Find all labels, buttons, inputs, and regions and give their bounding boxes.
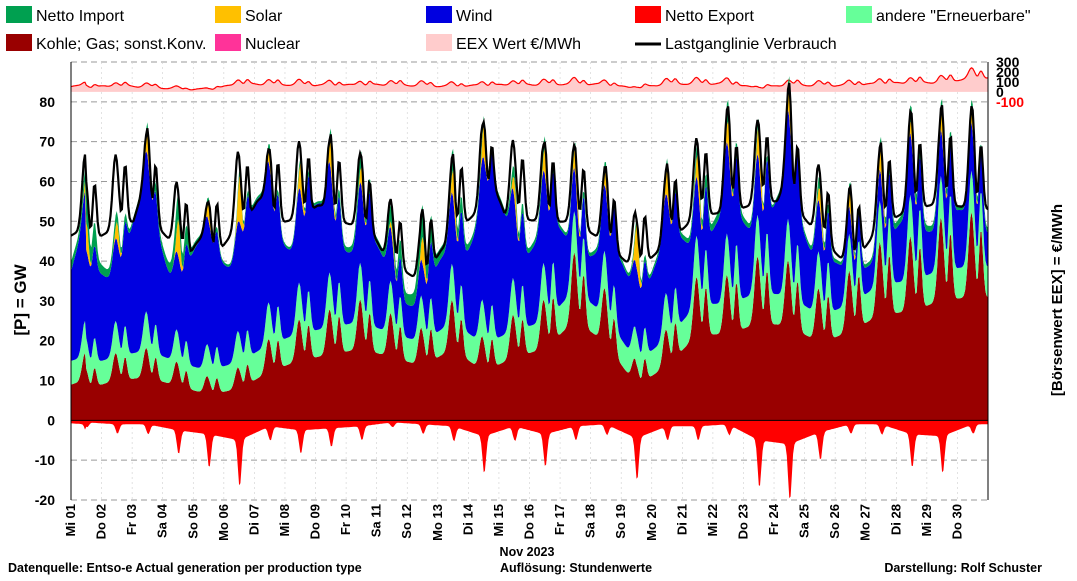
left-tick-label: 60: [39, 173, 55, 189]
x-tick-label: Mi 01: [63, 504, 78, 537]
x-tick-label: So 19: [613, 504, 628, 539]
legend-swatch: [846, 6, 872, 23]
right-tick-label: -100: [996, 94, 1024, 110]
left-tick-label: -10: [35, 452, 55, 468]
legend-swatch: [6, 6, 32, 23]
x-tick-label: Fr 17: [552, 504, 567, 535]
x-tick-label: Mi 22: [705, 504, 720, 537]
left-tick-label: 70: [39, 134, 55, 150]
area-andere-erneuerbare: [71, 170, 988, 392]
right-axis-label: [Börsenwert EEX] = €/MWh: [1049, 204, 1066, 396]
legend-label: Lastganglinie Verbrauch: [665, 36, 837, 53]
left-tick-label: 50: [39, 213, 55, 229]
x-tick-label: Mo 06: [216, 504, 231, 541]
x-tick-label: Fr 24: [766, 503, 781, 535]
eex-area: [71, 67, 988, 92]
area-kohle: [71, 211, 988, 421]
x-tick-label: Mo 20: [644, 504, 659, 541]
legend-swatch: [6, 34, 32, 51]
left-tick-label: 10: [39, 373, 55, 389]
right-tick-label: 300: [996, 54, 1020, 70]
x-tick-label: Mi 15: [491, 504, 506, 537]
left-tick-label: 30: [39, 293, 55, 309]
plot-frame: [70, 62, 989, 500]
area-wind: [71, 109, 988, 368]
left-tick-label: 40: [39, 253, 55, 269]
x-tick-label: Do 30: [949, 504, 964, 539]
legend-label: Netto Export: [665, 8, 754, 25]
x-tick-label: Mi 08: [277, 504, 292, 537]
x-tick-label: Di 14: [460, 503, 475, 535]
left-tick-label: 0: [47, 412, 55, 428]
footer-author: Darstellung: Rolf Schuster: [884, 561, 1042, 575]
left-axis-ticks: 80 70 60 50 40 30 20 10 0 -10 -20: [35, 94, 55, 508]
x-axis-title: Nov 2023: [500, 545, 555, 559]
x-tick-label: Do 02: [94, 504, 109, 539]
legend-swatch: [215, 6, 241, 23]
x-tick-label: Sa 11: [369, 504, 384, 537]
left-axis-label: [P] = GW: [11, 263, 30, 335]
area-netto-export: [71, 420, 988, 499]
legend-label: EEX Wert €/MWh: [456, 36, 581, 53]
x-tick-label: So 05: [185, 504, 200, 539]
footer-source: Datenquelle: Entso-e Actual generation p…: [8, 561, 362, 575]
right-tick-label: 0: [996, 84, 1004, 100]
left-tick-label: -20: [35, 492, 55, 508]
x-tick-label: Do 23: [736, 504, 751, 539]
legend-label: Kohle; Gas; sonst.Konv.: [36, 36, 206, 53]
footer-resolution: Auflösung: Stundenwerte: [500, 561, 652, 575]
stacked-areas: [70, 67, 989, 499]
x-tick-label: Fr 10: [338, 504, 353, 535]
x-tick-label: So 12: [399, 504, 414, 539]
x-tick-label: So 26: [827, 504, 842, 539]
x-tick-label: Sa 25: [797, 504, 812, 538]
x-tick-label: Do 09: [308, 504, 323, 539]
x-tick-label: Di 21: [674, 504, 689, 535]
right-tick-label: 100: [996, 74, 1020, 90]
eex-line: [70, 67, 989, 91]
legend-label: andere "Erneuerbare": [876, 8, 1031, 25]
x-tick-label: Mi 29: [919, 504, 934, 537]
x-tick-label: Sa 18: [583, 504, 598, 538]
left-tick-label: 20: [39, 333, 55, 349]
x-tick-label: Do 16: [522, 504, 537, 539]
legend-label: Nuclear: [245, 36, 301, 53]
x-axis-ticks: Mi 01 Do 02 Fr 03 Sa 04 So 05 Mo 06 Di 07 Mi 08…: [63, 503, 964, 541]
legend-label: Solar: [245, 8, 283, 25]
x-tick-label: Mo 13: [430, 504, 445, 541]
legend-swatch: [426, 6, 452, 23]
legend-label: Wind: [456, 8, 492, 25]
load-line: [70, 82, 989, 278]
x-tick-label: Di 07: [246, 504, 261, 535]
x-tick-label: Sa 04: [155, 503, 170, 538]
x-tick-label: Di 28: [888, 504, 903, 535]
legend-swatch: [635, 6, 661, 23]
legend-swatch: [215, 34, 241, 51]
left-tick-label: 80: [39, 94, 55, 110]
x-tick-label: Mo 27: [858, 504, 873, 541]
legend: Netto Import Solar Wind Netto Export andere …: [6, 6, 1031, 53]
right-tick-label: 200: [996, 64, 1020, 80]
legend-label: Netto Import: [36, 8, 125, 25]
x-tick-label: Fr 03: [124, 504, 139, 535]
legend-swatch: [426, 34, 452, 51]
